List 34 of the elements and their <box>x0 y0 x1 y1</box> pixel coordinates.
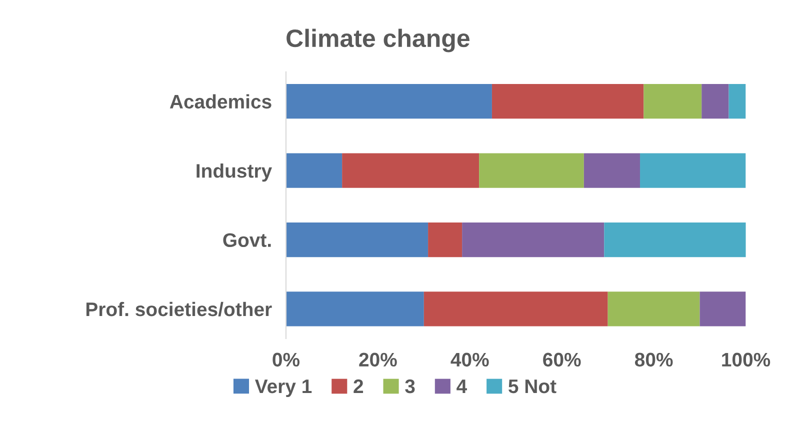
bar <box>286 222 428 258</box>
x-tick-label: 60% <box>543 352 581 367</box>
x-tick-label: 80% <box>634 352 673 367</box>
legend-label: 4 <box>456 380 467 394</box>
x-tick-label: 40% <box>450 352 489 367</box>
bar <box>462 222 604 258</box>
legend-label: 2 <box>354 379 364 394</box>
bar <box>286 153 342 188</box>
bar <box>342 153 480 188</box>
bar <box>424 292 608 326</box>
bar <box>286 84 492 119</box>
bar <box>604 222 746 258</box>
bar <box>479 153 584 188</box>
bar <box>702 84 729 119</box>
y-tick-label: Academics <box>170 94 272 109</box>
x-tick-label: 100% <box>722 352 770 367</box>
chart-title: Climate change <box>286 28 470 52</box>
bar <box>584 153 640 188</box>
bar <box>640 153 746 188</box>
legend-label: 5 Not <box>508 380 556 394</box>
bar <box>608 292 700 326</box>
y-tick-label: Govt. <box>223 233 271 247</box>
bar <box>492 84 644 119</box>
x-tick-label: 20% <box>359 352 397 367</box>
legend-label: 3 <box>405 379 415 394</box>
y-tick-label: Prof. societies/other <box>86 302 272 316</box>
y-tick-label: Industry <box>196 164 272 182</box>
legend-label: Very 1 <box>254 380 312 398</box>
x-tick-label: 0% <box>272 352 300 367</box>
bar <box>286 292 424 326</box>
bar <box>728 84 746 119</box>
bar <box>644 84 702 119</box>
bar <box>428 222 462 258</box>
bar <box>700 292 746 326</box>
